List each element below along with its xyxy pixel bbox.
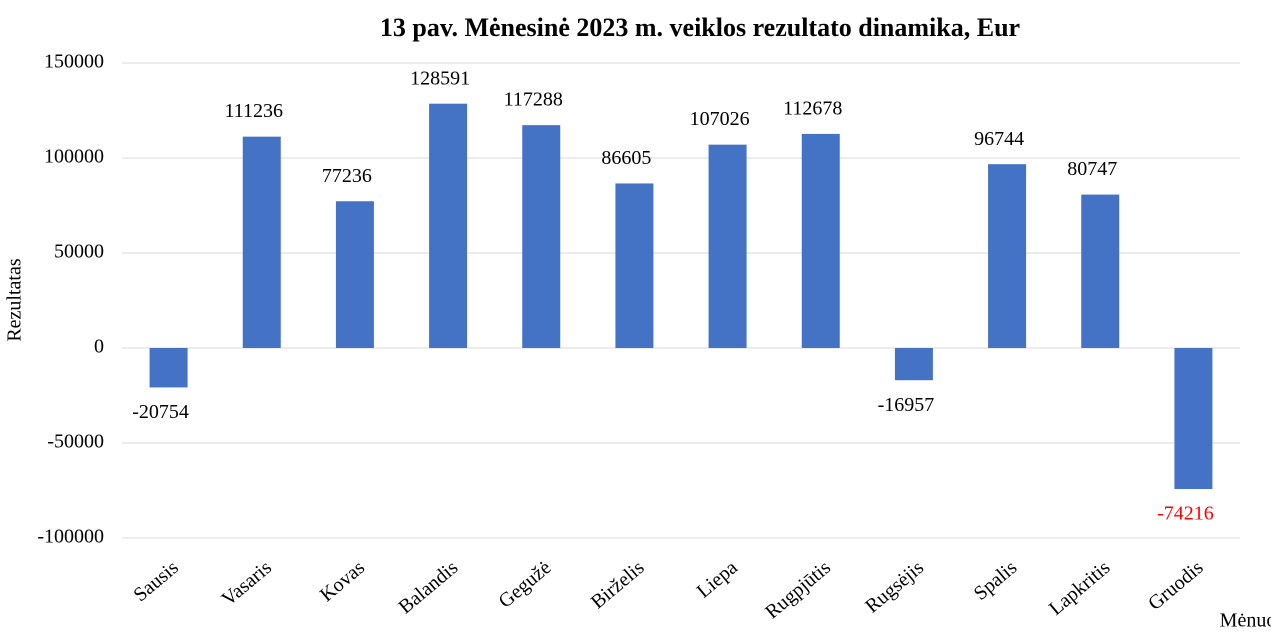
data-label: 96744 [974,128,1024,150]
x-tick-label: Gruodis [1144,556,1208,614]
bar [615,183,654,348]
bar [708,144,747,348]
bar [429,103,468,349]
data-label: 111236 [224,100,283,122]
x-tick-label: Spalis [970,556,1022,604]
y-tick-label: 150000 [44,51,104,73]
x-tick-label: Liepa [693,556,742,602]
bar [1081,194,1120,348]
data-label: 112678 [783,98,842,120]
x-tick-label: Rugsėjis [861,556,928,617]
x-tick-label: Kovas [316,556,369,606]
bar [242,136,281,348]
bar [894,348,933,381]
x-tick-label: Rugpjūtis [761,556,835,623]
data-label: 128591 [410,67,470,89]
x-tick-label: Birželis [587,556,649,613]
data-label: 86605 [601,147,651,169]
data-label: 117288 [504,89,563,111]
data-label: -20754 [132,401,189,423]
x-tick-label: Balandis [394,556,462,618]
bar [1174,348,1213,490]
x-tick-label: Lapkritis [1045,556,1115,619]
bar [335,201,374,348]
x-tick-label: Gegužė [494,556,555,612]
y-tick-label: -100000 [37,526,104,548]
x-tick-label: Sausis [129,556,182,606]
y-tick-label: 0 [94,336,104,358]
data-label: -74216 [1157,503,1214,525]
data-label: 80747 [1067,158,1117,180]
bar [801,133,840,348]
y-tick-label: -50000 [47,431,104,453]
y-tick-label: 100000 [44,146,104,168]
y-tick-label: 50000 [54,241,104,263]
x-tick-label: Vasaris [218,556,277,610]
x-axis-title: Mėnuo [1220,610,1271,632]
bar [149,348,188,388]
bar [522,125,561,348]
bar [988,164,1027,348]
data-label: -16957 [878,394,935,416]
data-label: 107026 [690,108,750,130]
chart-title: 13 pav. Mėnesinė 2023 m. veiklos rezulta… [380,13,1020,42]
data-label: 77236 [322,165,372,187]
y-axis-title: Rezultatas [4,258,26,342]
